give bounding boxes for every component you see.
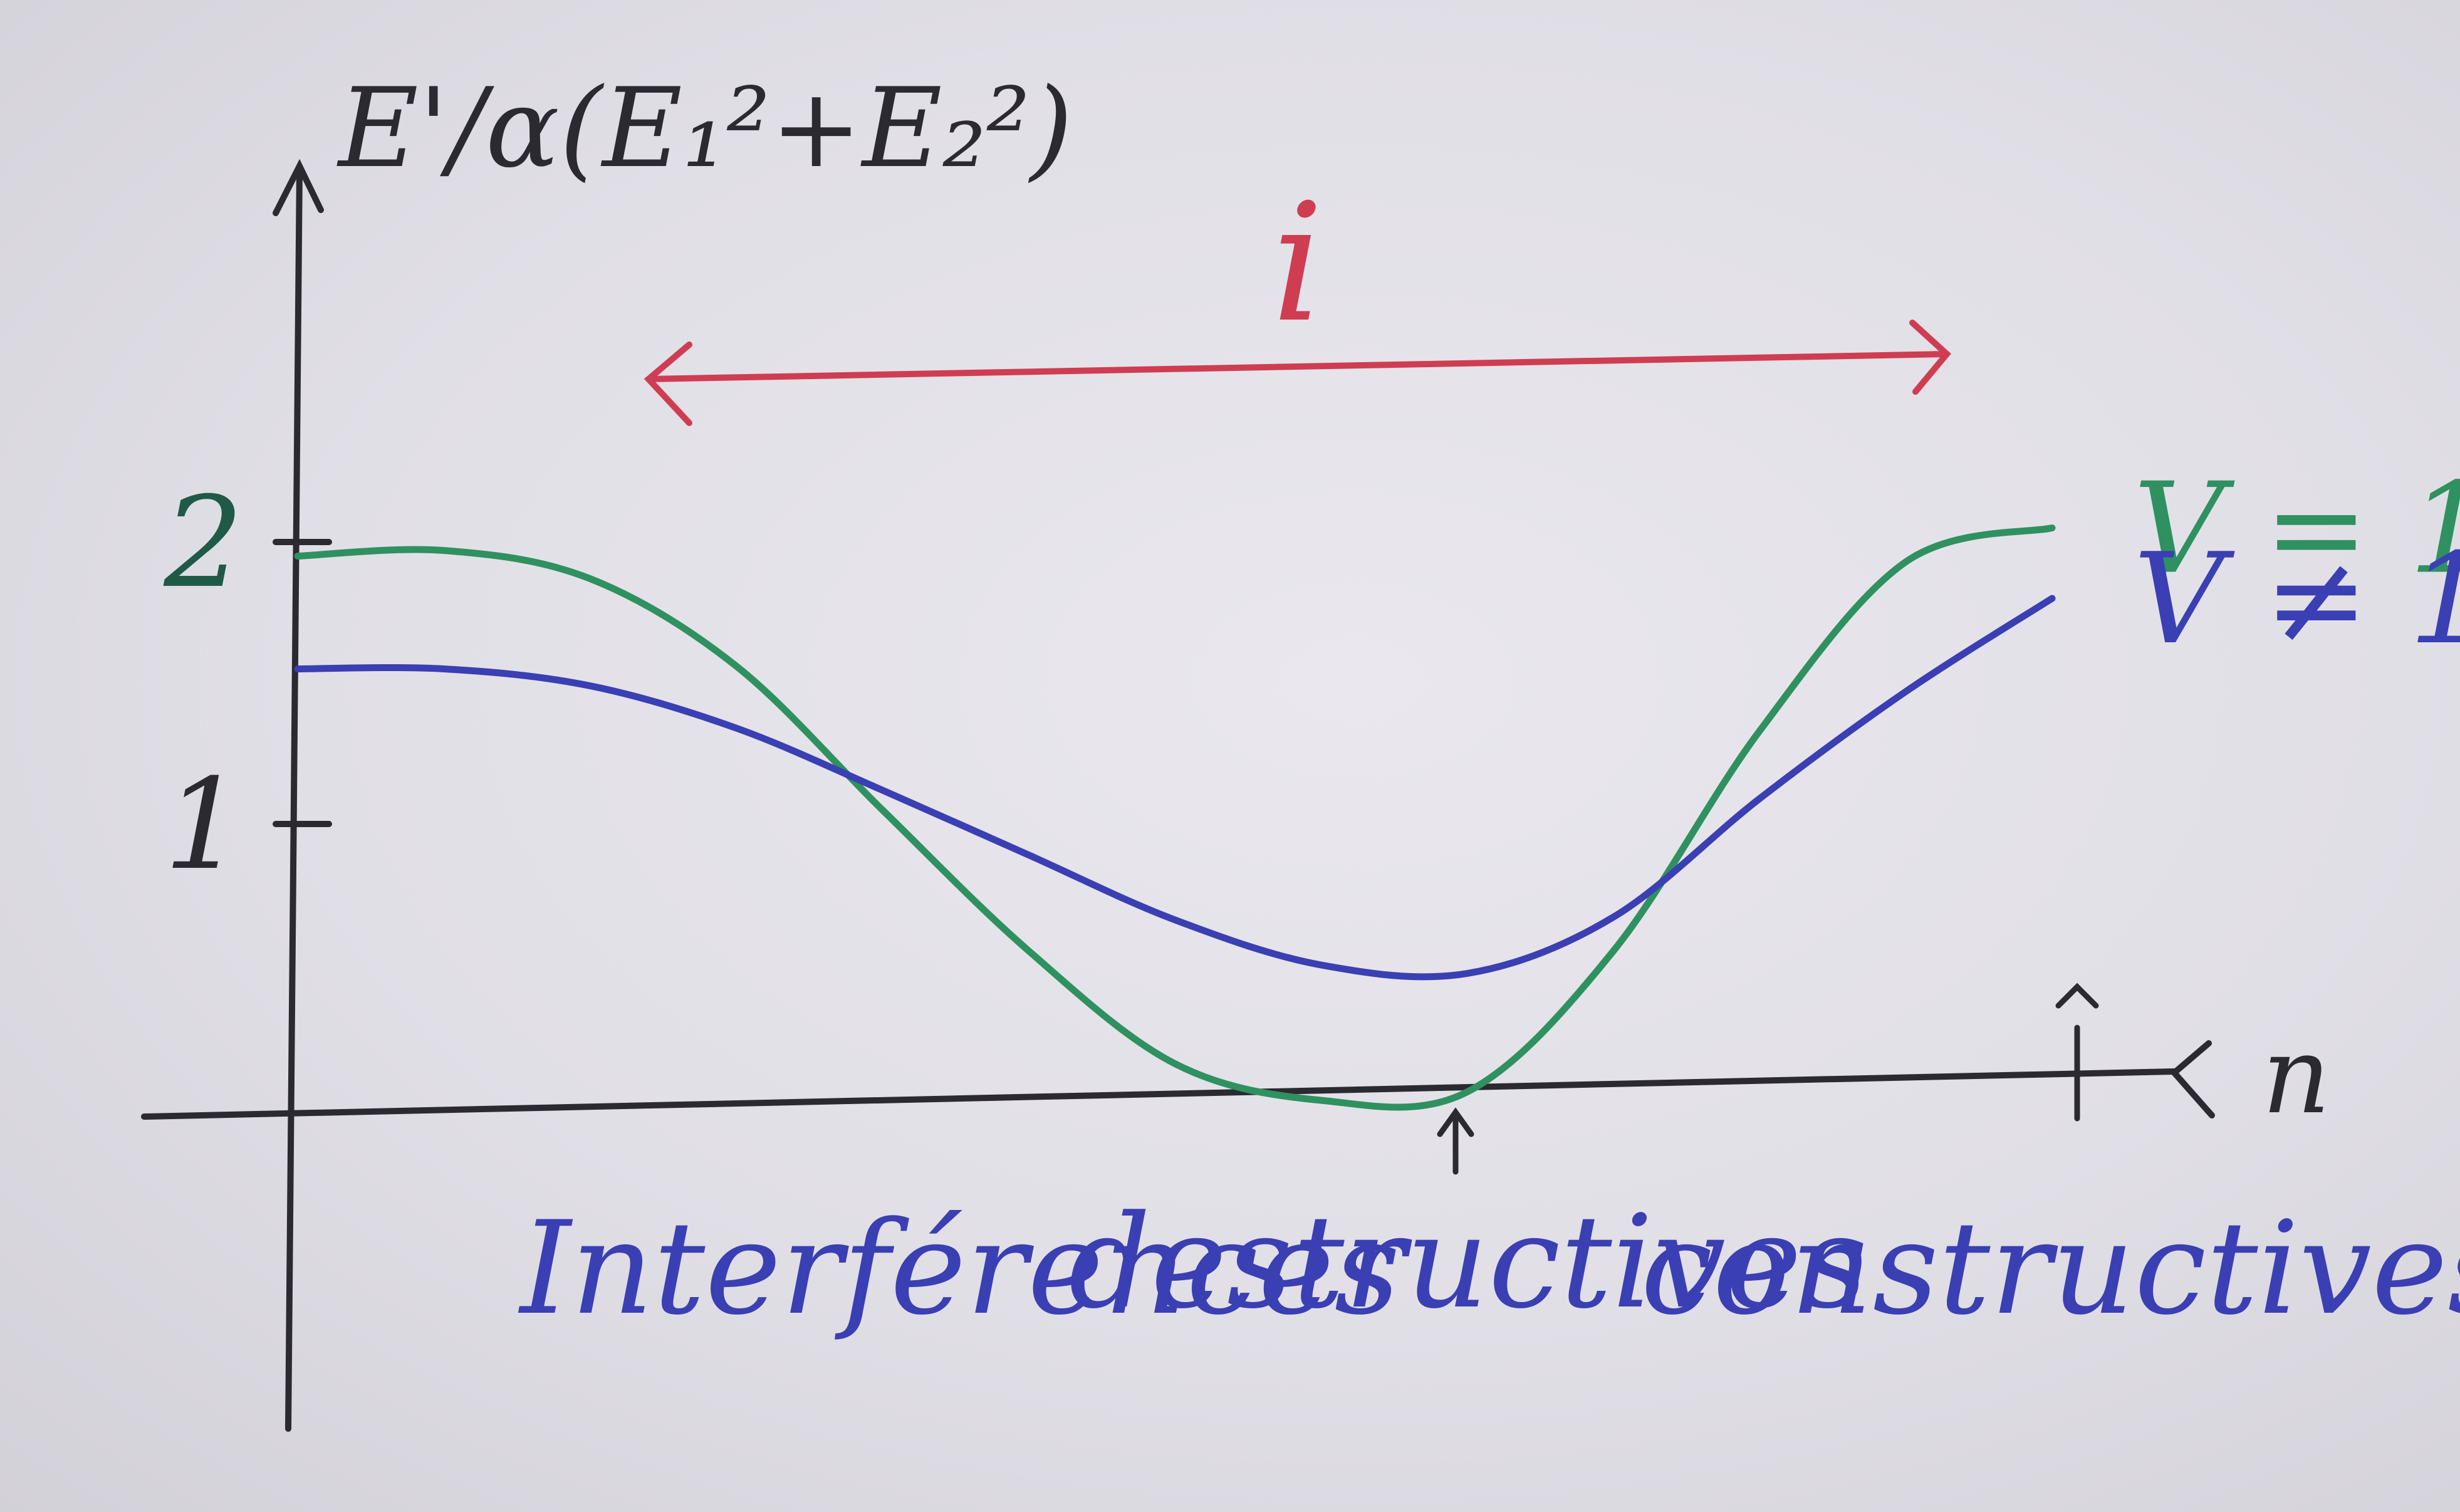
caption: Interférences destructives constructives — [518, 1188, 2460, 1343]
x-axis-arrowhead — [2169, 1040, 2215, 1118]
series-line-0 — [294, 524, 2056, 1111]
legend-label-0: V = 1 — [2134, 456, 2460, 602]
x-axis-title: n — [2262, 1014, 2331, 1138]
caption-interferences: Interférences — [518, 1194, 1400, 1343]
destructive-marker-head — [1437, 1107, 1474, 1137]
x-axis-line — [141, 1068, 2177, 1120]
caption-destructives: destructives — [1068, 1188, 1867, 1337]
legend: V = 1V ≠ 1 — [2134, 456, 2460, 673]
interfringe-head-left — [644, 342, 692, 426]
axes — [141, 159, 2215, 1432]
series-line-1 — [294, 595, 2056, 981]
y-axis-line — [285, 166, 303, 1432]
constructive-marker-head — [2055, 983, 2099, 1009]
y-axis-arrowhead — [273, 159, 324, 216]
y-ticks: 12 — [163, 470, 332, 898]
interfringe-arrow — [644, 320, 1951, 426]
y-axis-title: E'/α(E₁²+E₂²) — [336, 65, 1073, 192]
series-layer — [294, 524, 2056, 1111]
interfringe-label: i — [1271, 169, 1323, 358]
position-markers — [1437, 983, 2099, 1175]
interfringe-head-right — [1909, 320, 1951, 395]
legend-label-1: V ≠ 1 — [2134, 526, 2460, 672]
interfringe-shaft — [645, 351, 1950, 382]
y-tick-label-0: 1 — [164, 752, 243, 898]
interfringe-annotation: i — [644, 169, 1951, 426]
caption-constructives: constructives — [1641, 1194, 2460, 1343]
y-tick-label-1: 2 — [163, 470, 243, 616]
